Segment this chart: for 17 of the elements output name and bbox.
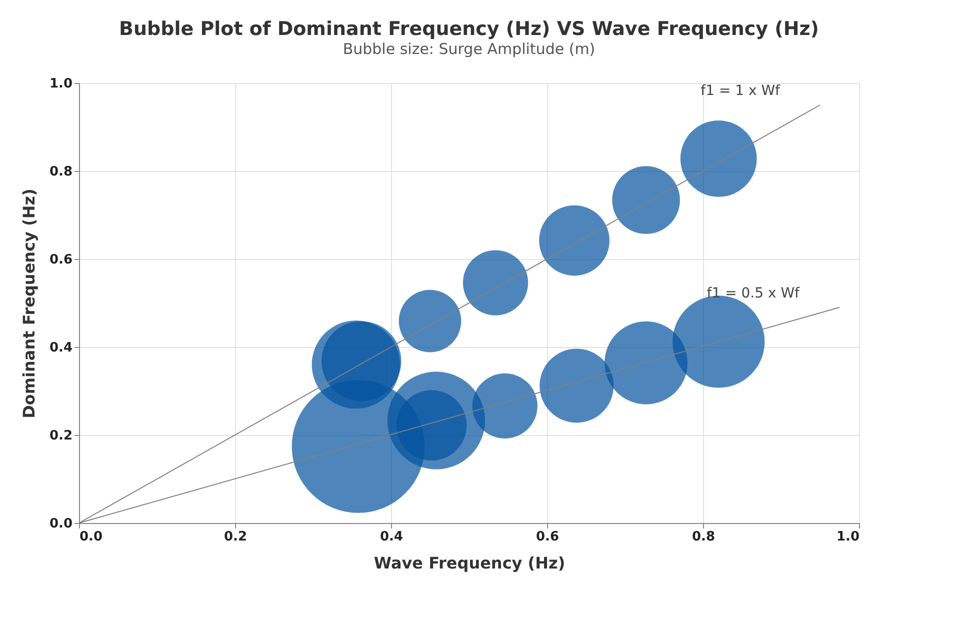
x-axis-title: Wave Frequency (Hz) <box>374 554 566 572</box>
x-tick-label: 0.6 <box>536 530 560 544</box>
x-tick-label: 1.0 <box>836 530 860 544</box>
y-tick-label: 0.6 <box>49 252 72 268</box>
chart-subtitle: Bubble size: Surge Amplitude (m) <box>342 40 596 58</box>
series-label: f1 = 1 x Wf <box>700 83 782 99</box>
x-tick-label: 0.0 <box>80 530 103 544</box>
y-axis-title: Dominant Frequency (Hz) <box>19 188 38 418</box>
y-tick-label: 1.0 <box>49 76 72 92</box>
x-tick-label: 0.2 <box>224 530 248 544</box>
y-tick-label: 0.4 <box>49 340 72 356</box>
y-tick-label: 0.0 <box>49 516 72 532</box>
chart-title: Bubble Plot of Dominant Frequency (Hz) VS Wave Frequency (Hz) <box>119 18 819 40</box>
y-tick-label: 0.8 <box>49 164 72 180</box>
x-tick-label: 0.8 <box>692 530 716 544</box>
y-tick-label: 0.2 <box>49 428 72 444</box>
x-tick-label: 0.4 <box>380 530 404 544</box>
